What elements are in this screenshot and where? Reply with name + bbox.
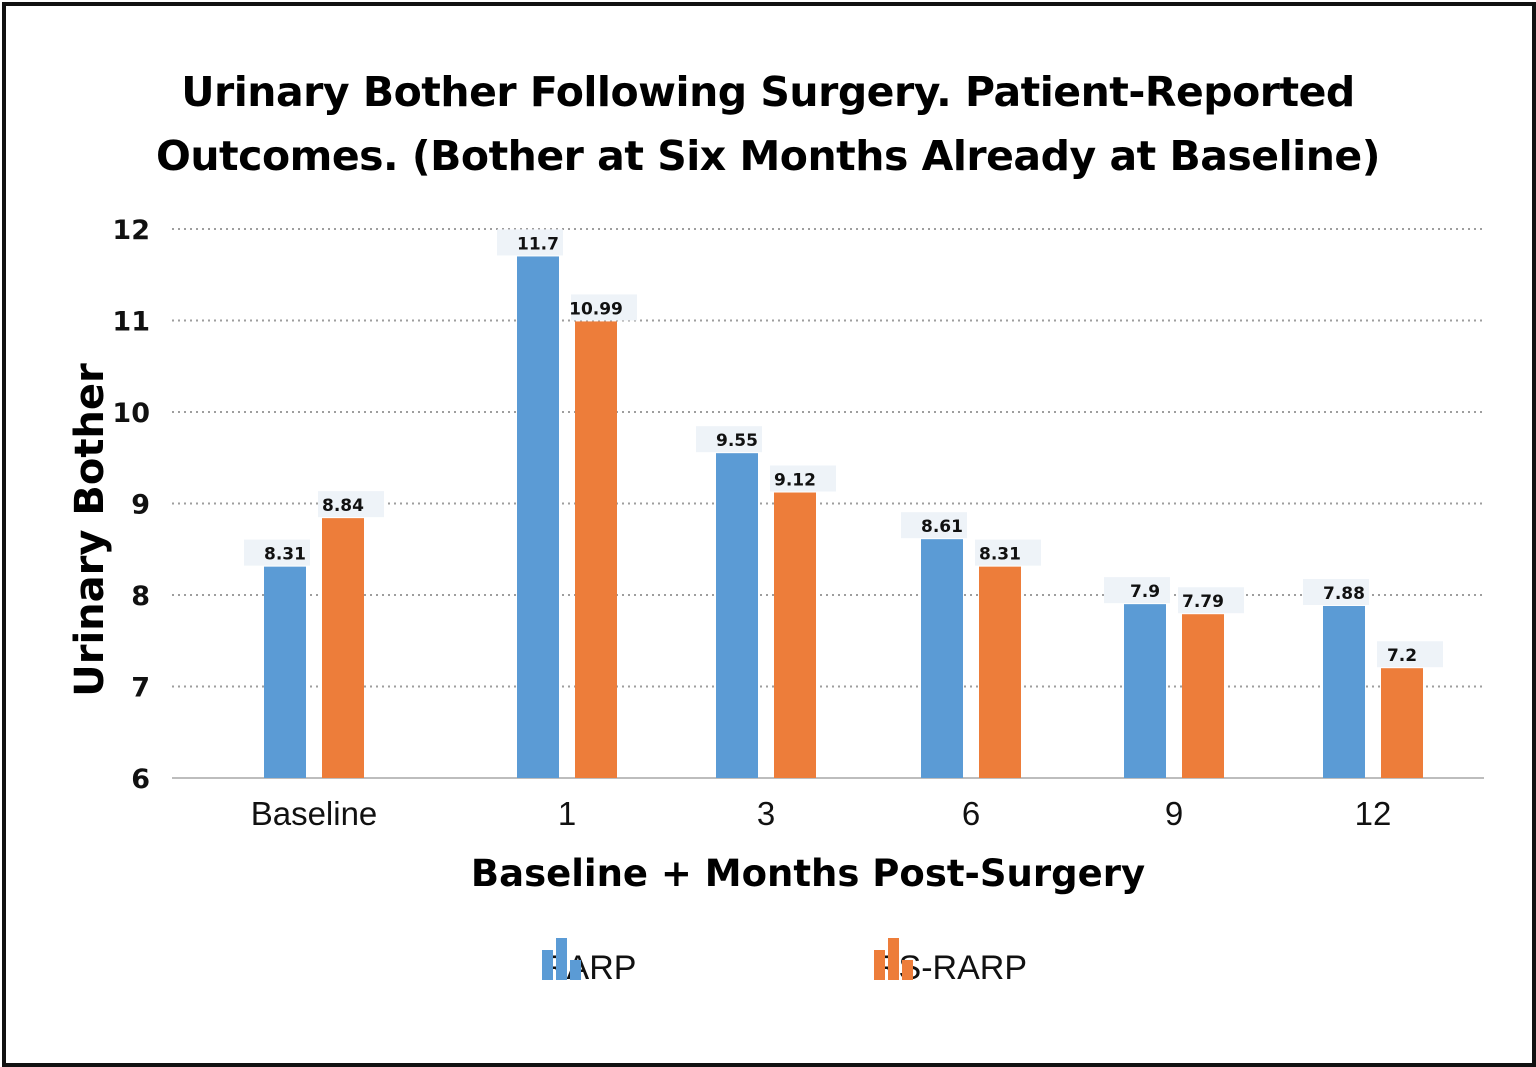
data-label: 7.79 bbox=[1182, 592, 1224, 612]
data-label: 9.12 bbox=[774, 471, 816, 491]
x-tick-label: 3 bbox=[757, 795, 775, 832]
data-label: 8.61 bbox=[921, 517, 963, 537]
y-tick-label: 10 bbox=[112, 398, 150, 429]
data-label-background bbox=[1377, 641, 1443, 668]
legend-item-rarp: RARP bbox=[542, 938, 636, 998]
data-label: 8.31 bbox=[979, 545, 1021, 565]
y-tick-label: 9 bbox=[131, 490, 150, 521]
bar-rs-rarp-12 bbox=[1381, 668, 1423, 778]
bars bbox=[264, 256, 1423, 778]
data-label: 9.55 bbox=[716, 431, 758, 451]
data-label-background bbox=[244, 539, 310, 566]
data-label-background bbox=[696, 426, 762, 453]
data-label: 7.88 bbox=[1323, 584, 1365, 604]
data-label: 7.9 bbox=[1130, 582, 1160, 602]
data-labels: 8.31 11.7 9.55 8.61 7.9 7.88 8.84 10.99 9.12 8.31… bbox=[244, 229, 1443, 668]
data-label-background bbox=[770, 465, 836, 492]
x-axis-label: Baseline + Months Post-Surgery bbox=[471, 852, 1145, 895]
bar-rarp-9 bbox=[1124, 604, 1166, 778]
data-label-background bbox=[901, 512, 967, 539]
data-label-background bbox=[497, 229, 563, 256]
bar-rs-rarp-1 bbox=[575, 321, 617, 778]
x-tick-label: 1 bbox=[558, 795, 576, 832]
data-label: 10.99 bbox=[569, 299, 623, 319]
x-tick-label: 12 bbox=[1355, 795, 1392, 832]
y-tick-label: 6 bbox=[131, 764, 150, 795]
bar-rarp-12 bbox=[1323, 605, 1365, 778]
y-tick-label: 11 bbox=[112, 307, 150, 338]
y-axis-label: Urinary Bother bbox=[67, 363, 113, 697]
gridlines bbox=[172, 228, 1484, 779]
data-label: 8.31 bbox=[264, 545, 306, 565]
x-axis-tick-labels: Baseline 1 3 6 9 12 bbox=[251, 795, 1392, 832]
data-label-background bbox=[571, 294, 637, 321]
bar-rarp-3 bbox=[716, 453, 758, 778]
data-label: 7.2 bbox=[1387, 646, 1417, 666]
x-tick-label: 9 bbox=[1165, 795, 1183, 832]
bar-rarp-1 bbox=[517, 256, 559, 778]
bar-rs-rarp-baseline bbox=[322, 518, 364, 778]
legend: RARP RS-RARP bbox=[0, 938, 1536, 998]
x-tick-label: 6 bbox=[962, 795, 980, 832]
bar-rarp-6 bbox=[921, 539, 963, 778]
y-tick-label: 12 bbox=[112, 215, 150, 246]
bar-rs-rarp-9 bbox=[1182, 614, 1224, 778]
chart-title-line-1: Urinary Bother Following Surgery. Patien… bbox=[181, 68, 1355, 116]
legend-swatch-rarp bbox=[542, 938, 581, 980]
data-label-background bbox=[1303, 578, 1369, 605]
data-label-background bbox=[1104, 577, 1170, 604]
chart-title-line-2: Outcomes. (Bother at Six Months Already … bbox=[156, 132, 1380, 180]
data-label-background bbox=[318, 491, 384, 518]
legend-item-rs-rarp: RS-RARP bbox=[874, 938, 1027, 998]
bar-rs-rarp-6 bbox=[979, 566, 1021, 778]
data-label-background bbox=[975, 539, 1041, 566]
bar-rs-rarp-3 bbox=[774, 492, 816, 778]
data-label: 11.7 bbox=[517, 234, 559, 254]
data-label: 8.84 bbox=[322, 496, 364, 516]
bar-rarp-baseline bbox=[264, 566, 306, 778]
legend-swatch-rs-rarp bbox=[874, 938, 913, 980]
y-tick-label: 7 bbox=[131, 673, 150, 704]
y-tick-label: 8 bbox=[131, 581, 150, 612]
legend-label-rs-rarp: RS-RARP bbox=[874, 948, 1028, 987]
chart-title: Urinary Bother Following Surgery. Patien… bbox=[0, 60, 1536, 188]
y-axis-tick-labels: 6 7 8 9 10 11 12 bbox=[112, 215, 150, 795]
x-tick-label: Baseline bbox=[251, 795, 378, 832]
data-label-background bbox=[1178, 587, 1244, 614]
